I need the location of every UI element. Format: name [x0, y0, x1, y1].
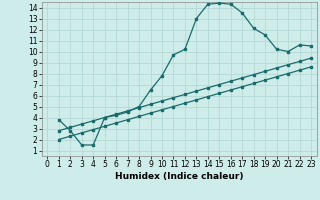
X-axis label: Humidex (Indice chaleur): Humidex (Indice chaleur) [115, 172, 244, 181]
